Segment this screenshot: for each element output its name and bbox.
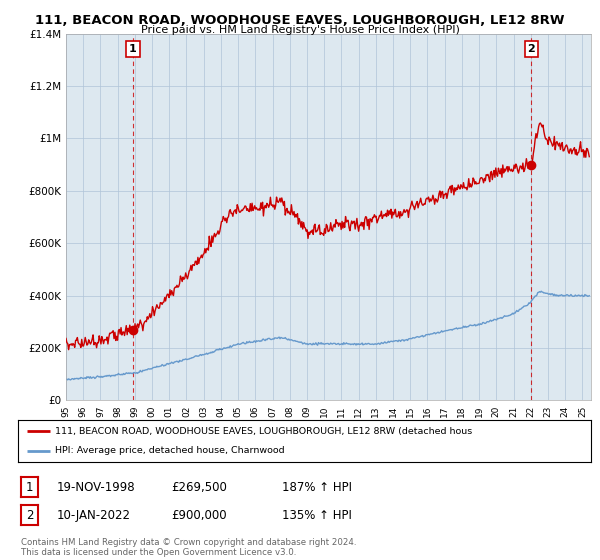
Text: 111, BEACON ROAD, WOODHOUSE EAVES, LOUGHBOROUGH, LE12 8RW (detached hous: 111, BEACON ROAD, WOODHOUSE EAVES, LOUGH… — [55, 427, 472, 436]
Text: Contains HM Land Registry data © Crown copyright and database right 2024.
This d: Contains HM Land Registry data © Crown c… — [21, 538, 356, 557]
Text: 135% ↑ HPI: 135% ↑ HPI — [282, 508, 352, 522]
Text: 19-NOV-1998: 19-NOV-1998 — [57, 480, 136, 494]
Text: 2: 2 — [527, 44, 535, 54]
Text: HPI: Average price, detached house, Charnwood: HPI: Average price, detached house, Char… — [55, 446, 285, 455]
Text: 1: 1 — [129, 44, 137, 54]
Text: 187% ↑ HPI: 187% ↑ HPI — [282, 480, 352, 494]
Text: £900,000: £900,000 — [171, 508, 227, 522]
Text: 2: 2 — [26, 508, 33, 522]
Text: 111, BEACON ROAD, WOODHOUSE EAVES, LOUGHBOROUGH, LE12 8RW: 111, BEACON ROAD, WOODHOUSE EAVES, LOUGH… — [35, 14, 565, 27]
Text: 1: 1 — [26, 480, 33, 494]
Text: £269,500: £269,500 — [171, 480, 227, 494]
Text: Price paid vs. HM Land Registry's House Price Index (HPI): Price paid vs. HM Land Registry's House … — [140, 25, 460, 35]
Text: 10-JAN-2022: 10-JAN-2022 — [57, 508, 131, 522]
